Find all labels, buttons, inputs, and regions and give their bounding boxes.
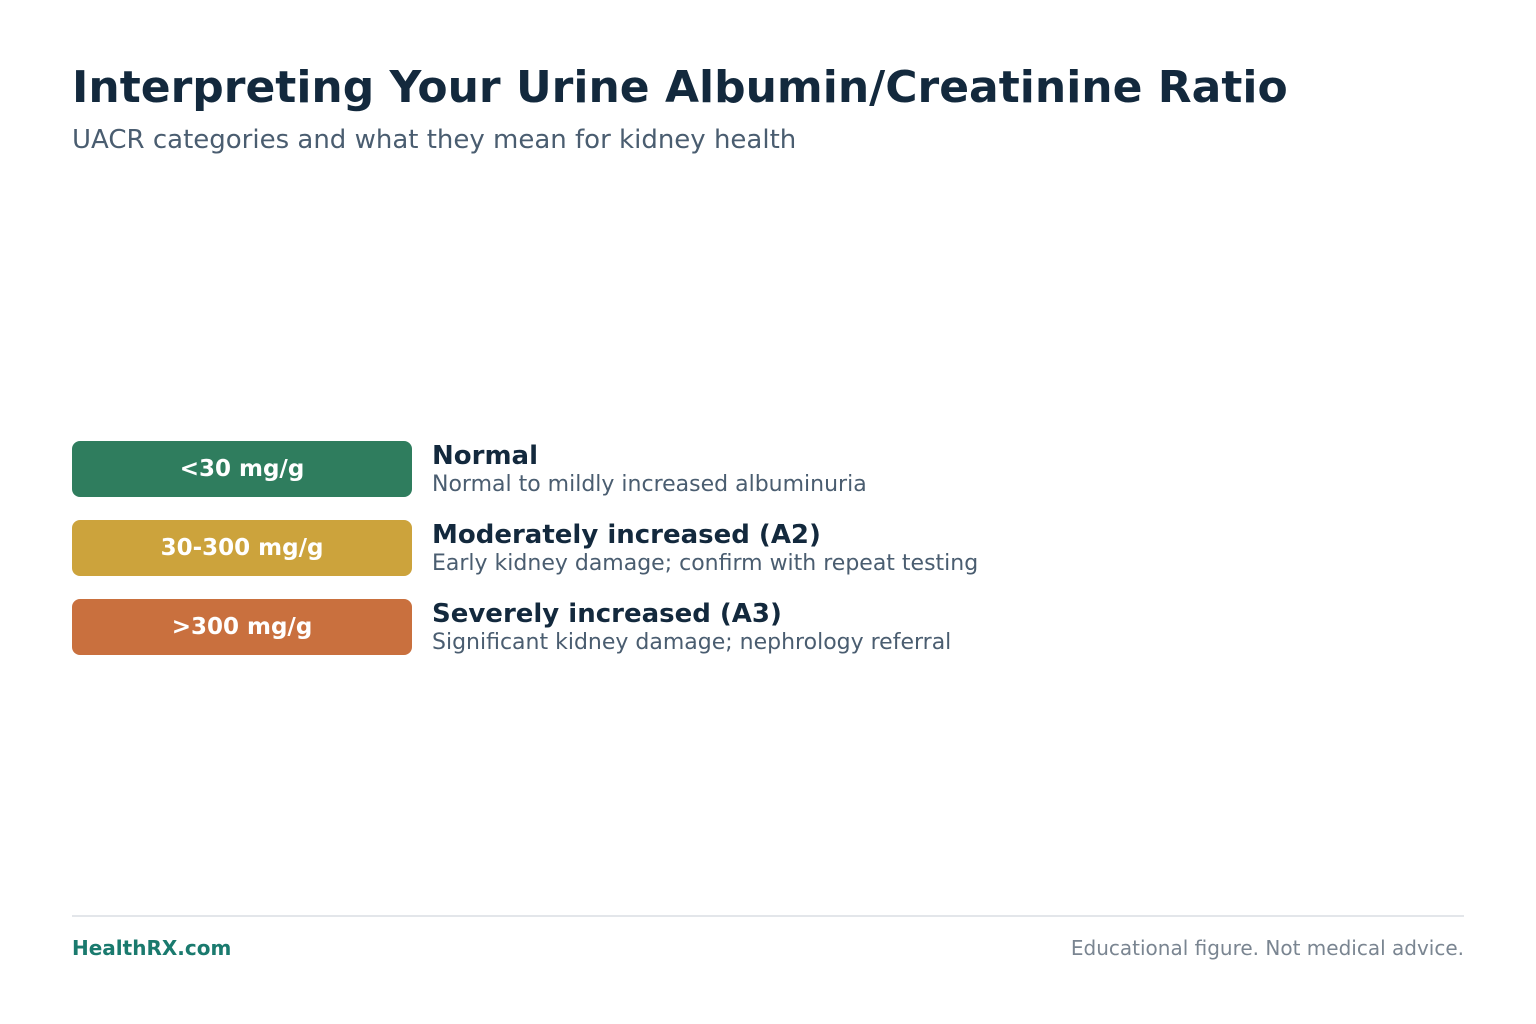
page-title: Interpreting Your Urine Albumin/Creatini…	[72, 62, 1288, 113]
footer-divider	[72, 915, 1464, 917]
category-range-badge: 30-300 mg/g	[72, 520, 412, 576]
category-row-moderate: 30-300 mg/g Moderately increased (A2) Ea…	[72, 520, 1272, 576]
footer-brand[interactable]: HealthRX.com	[72, 936, 232, 960]
category-label: Normal	[432, 441, 538, 471]
category-description: Early kidney damage; confirm with repeat…	[432, 551, 979, 576]
category-range-badge: >300 mg/g	[72, 599, 412, 655]
category-label: Moderately increased (A2)	[432, 520, 821, 550]
uacr-category-list: <30 mg/g Normal Normal to mildly increas…	[72, 441, 1272, 678]
category-description: Normal to mildly increased albuminuria	[432, 472, 867, 497]
category-row-normal: <30 mg/g Normal Normal to mildly increas…	[72, 441, 1272, 497]
category-row-severe: >300 mg/g Severely increased (A3) Signif…	[72, 599, 1272, 655]
category-range-badge: <30 mg/g	[72, 441, 412, 497]
category-label: Severely increased (A3)	[432, 599, 782, 629]
category-description: Significant kidney damage; nephrology re…	[432, 630, 952, 655]
page-subtitle: UACR categories and what they mean for k…	[72, 125, 797, 155]
footer-disclaimer: Educational figure. Not medical advice.	[1070, 936, 1464, 960]
